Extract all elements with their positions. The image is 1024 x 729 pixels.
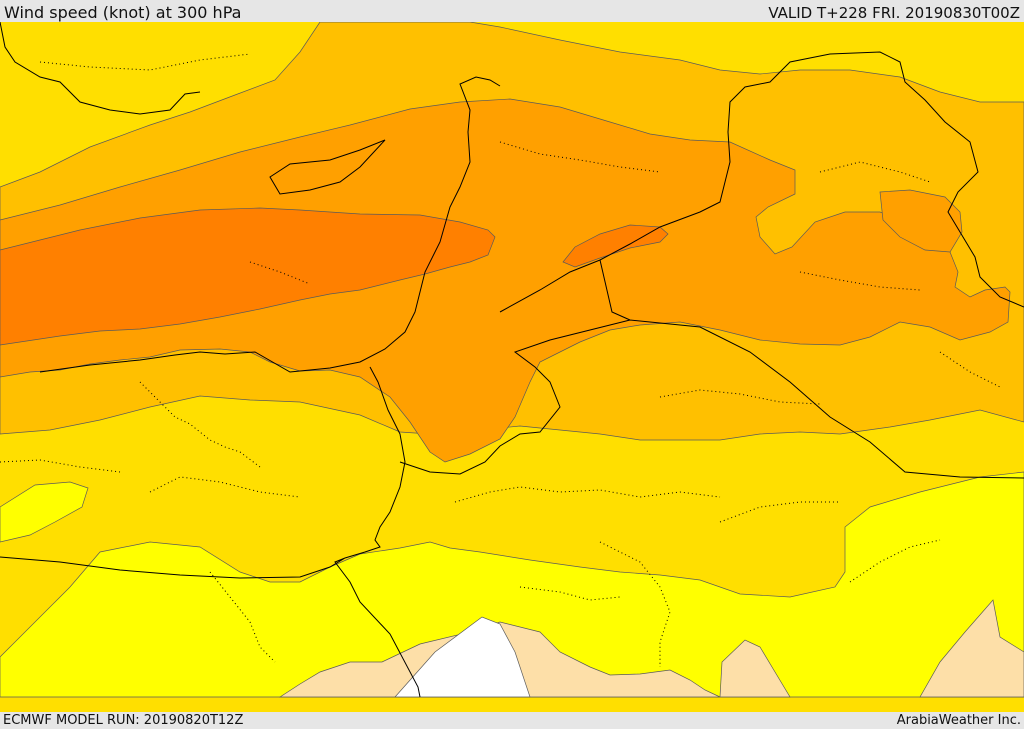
tan-band-right <box>919 599 1024 698</box>
valid-time: VALID T+228 FRI. 20190830T00Z <box>768 4 1020 22</box>
dotted-internal-borders <box>0 53 1001 667</box>
credit-text: ArabiaWeather Inc. <box>896 713 1021 728</box>
white-band-bottom <box>394 616 531 698</box>
map-title: Wind speed (knot) at 300 hPa <box>4 3 242 22</box>
orange-band <box>0 98 1011 463</box>
wind-speed-map <box>0 22 1024 712</box>
model-run-text: ECMWF MODEL RUN: 20190820T12Z <box>3 713 244 728</box>
orange-band-right-lobe <box>879 189 963 253</box>
map-canvas <box>0 22 1024 712</box>
tan-band-middle <box>719 639 791 698</box>
dark-orange-jet-core <box>0 207 496 346</box>
map-footer: ECMWF MODEL RUN: 20190820T12Z ArabiaWeat… <box>0 712 1024 729</box>
dark-orange-jet-core-east <box>562 224 669 268</box>
yellow-band-bottom <box>0 471 1024 698</box>
yellow-band-left <box>0 481 89 543</box>
map-header: Wind speed (knot) at 300 hPa VALID T+228… <box>0 0 1024 22</box>
coastline-and-borders <box>0 22 1024 698</box>
